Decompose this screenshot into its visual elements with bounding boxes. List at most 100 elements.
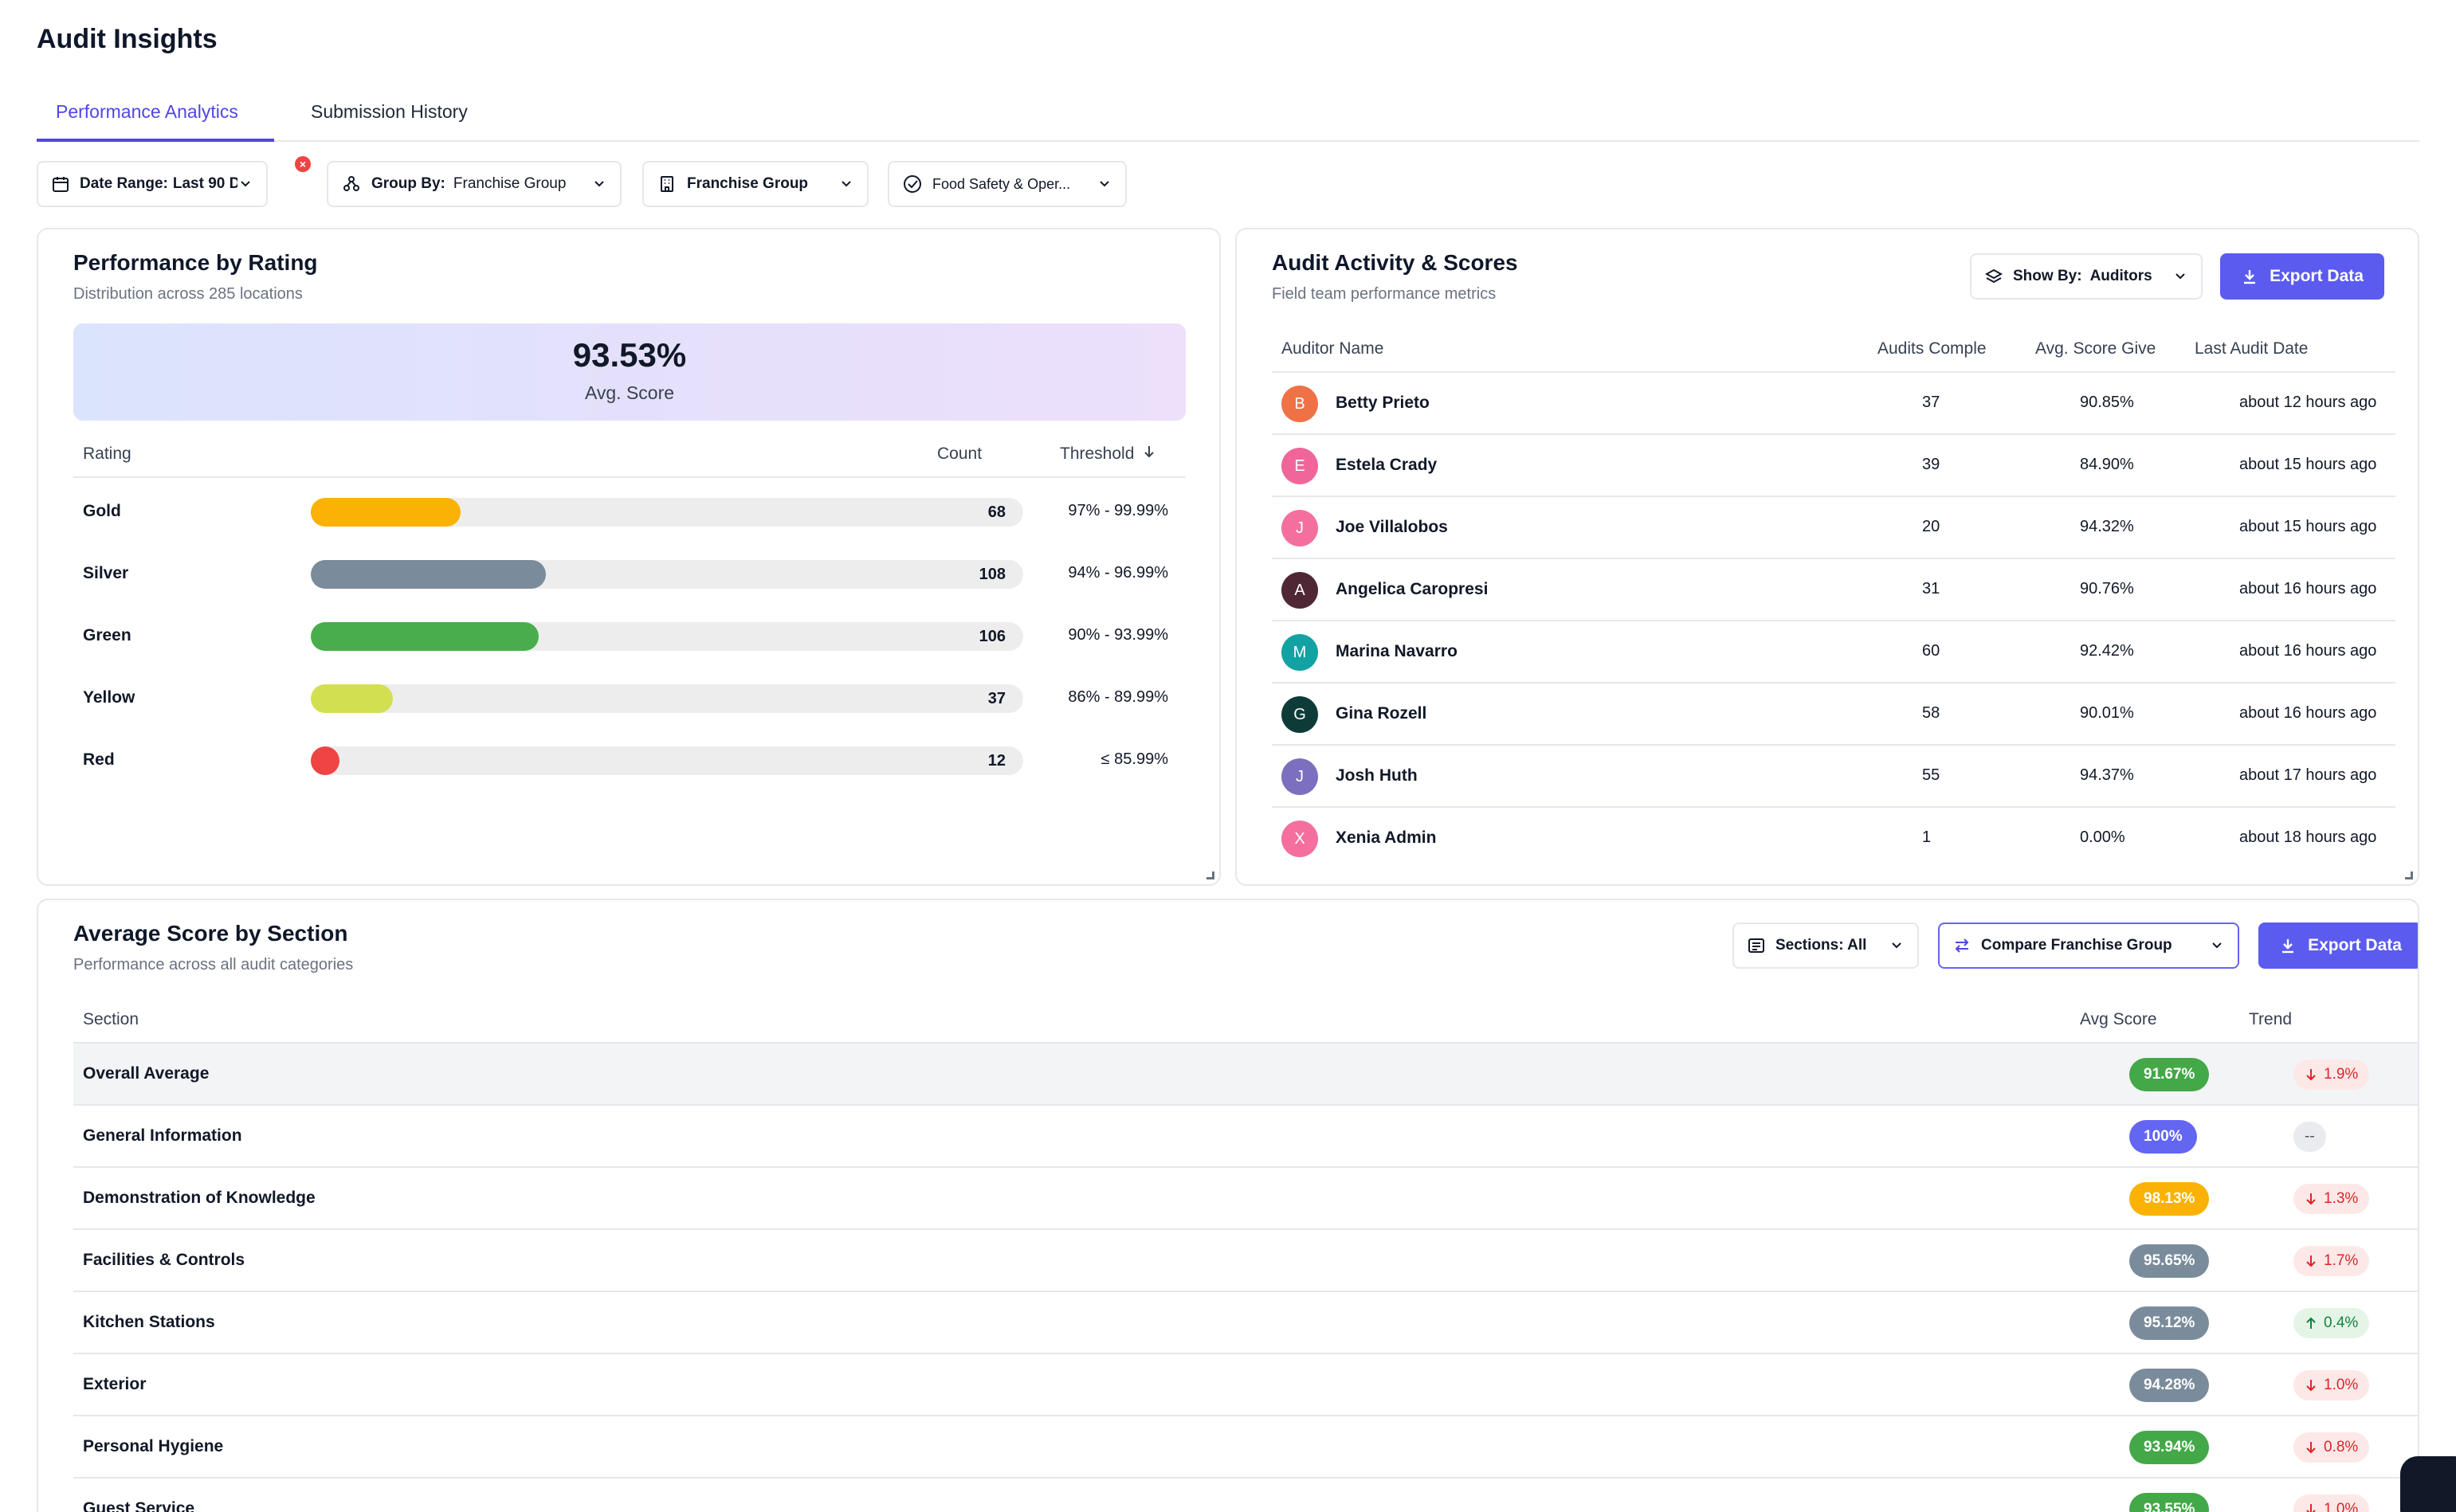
table-row[interactable]: Exterior 94.28% 1.0% — [73, 1354, 2418, 1416]
compare-franchise-group-dropdown[interactable]: Compare Franchise Group — [1938, 922, 2239, 969]
download-icon — [2279, 937, 2297, 954]
chevron-down-icon — [2209, 938, 2225, 954]
avg-score-banner: 93.53% Avg. Score — [73, 323, 1186, 421]
audits-completed: 60 — [1922, 642, 1940, 660]
avg-score-given: 90.01% — [2080, 704, 2134, 722]
show-by-dropdown[interactable]: Show By: Auditors — [1970, 253, 2203, 300]
section-export-button[interactable]: Export Data — [2258, 922, 2418, 969]
date-range-label: Date Range: — [80, 175, 168, 192]
rating-threshold: ≤ 85.99% — [1100, 750, 1168, 768]
last-audit-date: about 12 hours ago — [2239, 394, 2377, 411]
rating-card-title: Performance by Rating — [73, 250, 318, 275]
section-name: Guest Service — [83, 1499, 195, 1512]
table-row[interactable]: Overall Average 91.67% 1.9% — [73, 1044, 2418, 1106]
franchise-group-value: Franchise Group — [687, 175, 809, 192]
section-name: Kitchen Stations — [83, 1313, 215, 1331]
avg-score-value: 93.53% — [572, 336, 687, 374]
rating-name: Yellow — [83, 688, 135, 707]
table-row[interactable]: Personal Hygiene 93.94% 0.8% — [73, 1416, 2418, 1479]
avg-score-given-header: Avg. Score Give — [2035, 339, 2156, 358]
trend-value: -- — [2305, 1128, 2315, 1145]
audits-completed: 58 — [1922, 704, 1940, 722]
avg-score-header: Avg Score — [2080, 1010, 2157, 1028]
date-range-value: Last 90 Days — [172, 175, 237, 192]
tab-submission-history[interactable]: Submission History — [311, 101, 468, 122]
audits-completed: 20 — [1922, 518, 1940, 535]
audits-completed-header: Audits Comple — [1877, 339, 1987, 358]
last-audit-date: about 16 hours ago — [2239, 580, 2377, 597]
chevron-down-icon — [1889, 938, 1905, 954]
table-row[interactable]: Guest Service 93.55% 1.0% — [73, 1479, 2418, 1512]
section-header: Section — [83, 1010, 139, 1028]
trend-value: 1.7% — [2324, 1252, 2359, 1269]
rating-threshold: 97% - 99.99% — [1068, 502, 1168, 519]
trend-badge: 1.7% — [2293, 1246, 2370, 1276]
avg-score-label: Avg. Score — [584, 382, 675, 403]
trend-badge: 0.8% — [2293, 1432, 2370, 1463]
chat-widget-button[interactable] — [2400, 1456, 2456, 1512]
tab-performance-analytics[interactable]: Performance Analytics — [37, 89, 274, 142]
last-audit-date: about 16 hours ago — [2239, 642, 2377, 660]
resize-handle-icon[interactable] — [2405, 872, 2413, 879]
avg-score-given: 0.00% — [2080, 828, 2125, 846]
avg-score-given: 94.32% — [2080, 518, 2134, 535]
table-row[interactable]: B Betty Prieto 37 90.85% about 12 hours ago — [1272, 373, 2395, 435]
avg-score-given: 92.42% — [2080, 642, 2134, 660]
avatar: G — [1281, 696, 1318, 733]
rating-bar-fill — [311, 498, 461, 527]
download-icon — [2241, 268, 2258, 285]
table-row[interactable]: E Estela Crady 39 84.90% about 15 hours ago — [1272, 435, 2395, 497]
template-filter[interactable]: Food Safety & Oper... — [888, 161, 1127, 207]
auditor-name: Xenia Admin — [1336, 828, 1437, 847]
building-icon — [657, 174, 677, 194]
rating-table-divider — [73, 476, 1186, 478]
threshold-header[interactable]: Threshold — [1060, 445, 1156, 464]
table-row[interactable]: Kitchen Stations 95.12% 0.4% — [73, 1292, 2418, 1354]
avatar: E — [1281, 448, 1318, 484]
last-audit-date: about 15 hours ago — [2239, 456, 2377, 473]
table-row[interactable]: Demonstration of Knowledge 98.13% 1.3% — [73, 1168, 2418, 1230]
table-row[interactable]: A Angelica Caropresi 31 90.76% about 16 hour… — [1272, 559, 2395, 621]
rating-count: 12 — [987, 752, 1006, 770]
score-badge: 95.12% — [2129, 1306, 2210, 1340]
table-row[interactable]: General Information 100% -- — [73, 1106, 2418, 1168]
score-badge: 93.94% — [2129, 1431, 2210, 1464]
layers-icon — [1984, 267, 2003, 286]
rating-card-subtitle: Distribution across 285 locations — [73, 285, 303, 303]
arrow-down-icon — [2305, 1440, 2317, 1455]
score-badge: 94.28% — [2129, 1369, 2210, 1402]
table-row[interactable]: G Gina Rozell 58 90.01% about 16 hours ago — [1272, 684, 2395, 746]
section-name: Overall Average — [83, 1064, 210, 1083]
rating-row: Gold 68 97% - 99.99% — [73, 481, 1186, 543]
clear-icon[interactable]: × — [295, 156, 311, 172]
last-audit-date: about 17 hours ago — [2239, 766, 2377, 784]
avatar: X — [1281, 821, 1318, 857]
auditor-name: Marina Navarro — [1336, 642, 1458, 660]
avg-score-given: 90.85% — [2080, 394, 2134, 411]
activity-card-title: Audit Activity & Scores — [1272, 250, 1518, 275]
audits-completed: 31 — [1922, 580, 1940, 597]
trend-value: 1.9% — [2324, 1066, 2359, 1083]
avg-score-given: 90.76% — [2080, 580, 2134, 597]
table-row[interactable]: J Josh Huth 55 94.37% about 17 hours ago — [1272, 746, 2395, 808]
sections-filter-dropdown[interactable]: Sections: All — [1732, 922, 1919, 969]
table-row[interactable]: M Marina Navarro 60 92.42% about 16 hours ag… — [1272, 621, 2395, 684]
arrow-up-icon — [2305, 1316, 2317, 1330]
table-row[interactable]: X Xenia Admin 1 0.00% about 18 hours ago — [1272, 808, 2395, 870]
section-card-title: Average Score by Section — [73, 921, 348, 946]
table-row[interactable]: J Joe Villalobos 20 94.32% about 15 hours ag… — [1272, 497, 2395, 559]
trend-value: 1.0% — [2324, 1377, 2359, 1393]
activity-export-button[interactable]: Export Data — [2220, 253, 2384, 300]
franchise-group-filter[interactable]: Franchise Group — [642, 161, 869, 207]
date-range-filter[interactable]: Date Range: Last 90 Days — [37, 161, 268, 207]
rating-count: 68 — [987, 503, 1006, 521]
tab-bar: Performance Analytics Submission History — [37, 89, 2419, 142]
rating-bar-track: 37 — [311, 684, 1023, 713]
audits-completed: 37 — [1922, 394, 1940, 411]
average-score-by-section-card: Average Score by Section Performance acr… — [37, 899, 2419, 1512]
audits-completed: 1 — [1922, 828, 1932, 846]
auditor-name: Estela Crady — [1336, 456, 1438, 474]
resize-handle-icon[interactable] — [1206, 872, 1214, 879]
table-row[interactable]: Facilities & Controls 95.65% 1.7% — [73, 1230, 2418, 1292]
group-by-filter[interactable]: Group By: Franchise Group — [327, 161, 622, 207]
